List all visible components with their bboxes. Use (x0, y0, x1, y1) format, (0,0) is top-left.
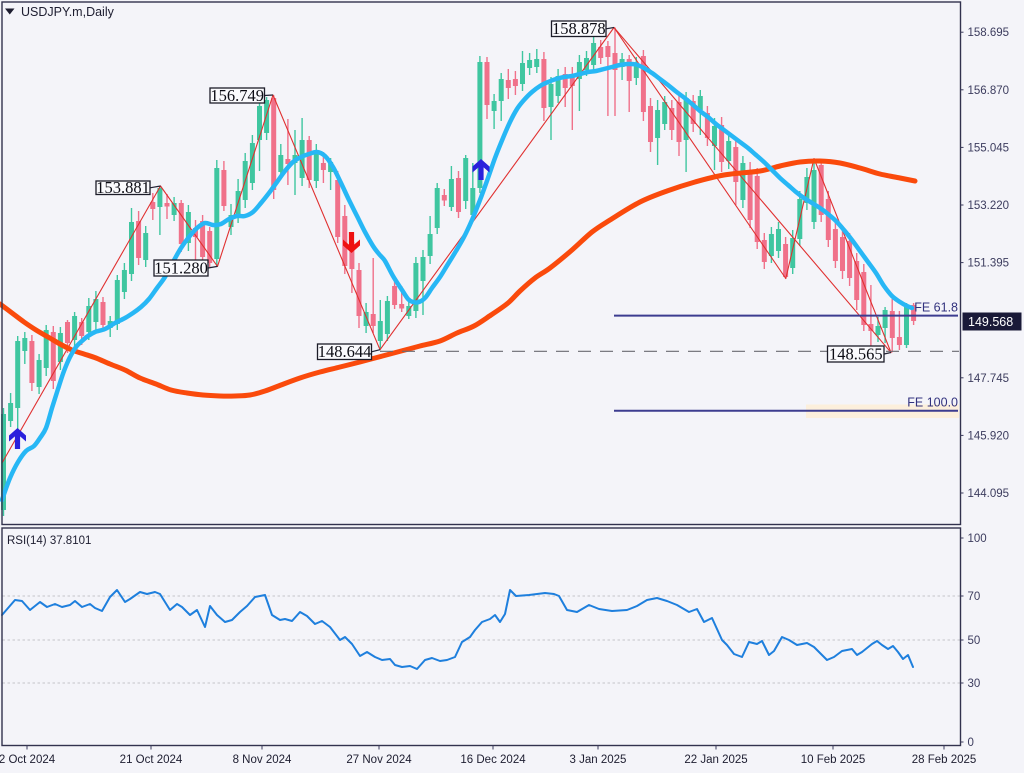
svg-text:21 Oct 2024: 21 Oct 2024 (120, 754, 183, 766)
svg-text:144.095: 144.095 (968, 488, 1010, 500)
svg-text:8 Nov 2024: 8 Nov 2024 (233, 754, 292, 766)
svg-text:147.745: 147.745 (968, 373, 1010, 385)
svg-text:145.920: 145.920 (968, 430, 1010, 442)
svg-text:155.045: 155.045 (968, 142, 1010, 154)
svg-text:27 Nov 2024: 27 Nov 2024 (346, 754, 412, 766)
svg-text:148.644: 148.644 (318, 342, 372, 361)
svg-text:30: 30 (968, 678, 981, 690)
svg-text:151.280: 151.280 (154, 259, 208, 278)
svg-text:70: 70 (968, 591, 981, 603)
svg-text:153.881: 153.881 (96, 178, 150, 197)
svg-text:158.695: 158.695 (968, 27, 1010, 39)
svg-text:50: 50 (968, 635, 981, 647)
svg-text:2 Oct 2024: 2 Oct 2024 (0, 754, 56, 766)
svg-text:USDJPY.m,Daily: USDJPY.m,Daily (21, 5, 115, 19)
svg-text:151.395: 151.395 (968, 258, 1010, 270)
svg-text:FE 61.8: FE 61.8 (914, 301, 958, 315)
svg-text:10 Feb 2025: 10 Feb 2025 (801, 754, 866, 766)
svg-text:16 Dec 2024: 16 Dec 2024 (460, 754, 526, 766)
svg-text:100: 100 (968, 533, 987, 545)
svg-text:156.870: 156.870 (968, 85, 1010, 97)
svg-text:FE 100.0: FE 100.0 (907, 396, 958, 410)
svg-text:3 Jan 2025: 3 Jan 2025 (570, 754, 627, 766)
svg-text:156.749: 156.749 (210, 86, 264, 105)
svg-text:22 Jan 2025: 22 Jan 2025 (684, 754, 747, 766)
svg-text:153.220: 153.220 (968, 200, 1010, 212)
svg-text:149.568: 149.568 (968, 315, 1013, 329)
svg-text:RSI(14) 37.8101: RSI(14) 37.8101 (7, 535, 91, 547)
svg-text:148.565: 148.565 (829, 345, 883, 364)
svg-text:0: 0 (968, 737, 974, 749)
svg-text:158.878: 158.878 (552, 19, 606, 38)
svg-text:28 Feb 2025: 28 Feb 2025 (912, 754, 977, 766)
